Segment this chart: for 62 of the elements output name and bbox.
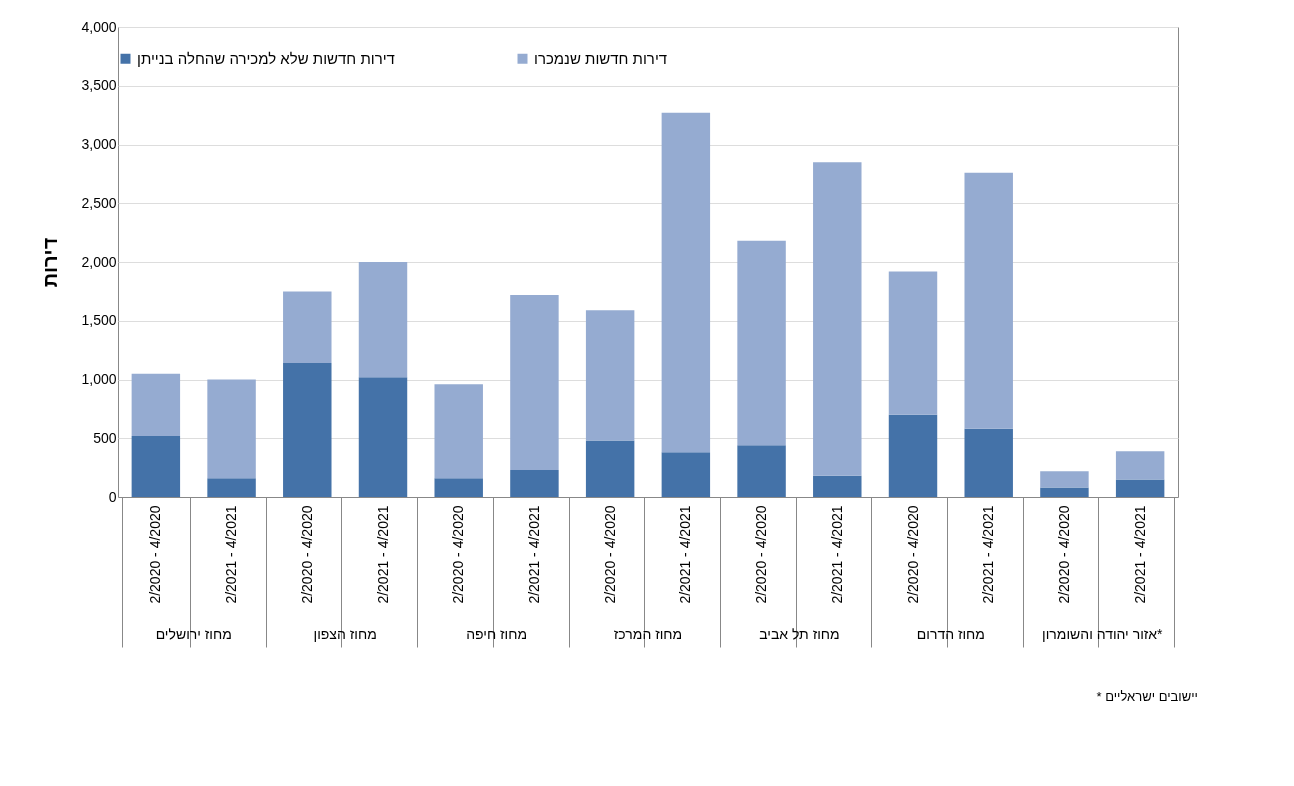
- x-tick-label: 2/2020 - 4/2020: [147, 505, 164, 604]
- bar: [964, 428, 1013, 497]
- bar: [661, 112, 711, 453]
- bar: [813, 475, 862, 497]
- x-tick-label: 2/2021 - 4/2021: [677, 505, 694, 604]
- bar: [1115, 479, 1165, 497]
- text: * יישובים ישראליים: [1096, 689, 1198, 704]
- bar: [510, 469, 559, 497]
- bar: [661, 452, 711, 497]
- text: מחוז חיפה: [466, 626, 528, 642]
- bar: [207, 379, 256, 479]
- bar: [888, 414, 938, 497]
- text: מחוז הדרום: [916, 626, 985, 642]
- bar: [585, 310, 635, 441]
- bar: [131, 373, 181, 436]
- x-tick-label: 2/2021 - 4/2021: [374, 505, 391, 604]
- bar: [585, 440, 635, 497]
- x-tick-label: 2/2020 - 4/2020: [601, 505, 618, 604]
- y-tick-label: 2,500: [81, 194, 117, 211]
- y-axis-title: דירות: [39, 237, 62, 288]
- bar: [510, 294, 559, 470]
- x-tick-label: 2/2020 - 4/2020: [904, 505, 921, 604]
- y-tick-label: 0: [108, 488, 117, 505]
- legend-label: דירות חדשות שנמכרו: [534, 49, 668, 67]
- y-tick-label: 500: [93, 429, 117, 446]
- bar: [434, 478, 483, 497]
- x-tick-label: 2/2020 - 4/2020: [1055, 505, 1072, 604]
- x-tick-label: 2/2021 - 4/2021: [223, 505, 240, 604]
- y-tick-label: 1,000: [81, 371, 117, 387]
- y-tick-label: 4,000: [81, 18, 117, 35]
- bar: [358, 262, 408, 378]
- text: מחוז תל אביב: [759, 626, 840, 642]
- bar: [813, 162, 862, 476]
- legend-label: דירות חדשות שלא למכירה שהחלה בנייתן: [137, 49, 395, 67]
- x-tick-label: 2/2020 - 4/2020: [298, 505, 315, 604]
- bar: [737, 240, 786, 446]
- bar: [1040, 471, 1089, 488]
- text: מחוז ירושלים: [155, 626, 232, 642]
- bar: [1115, 451, 1165, 480]
- x-tick-label: 2/2021 - 4/2021: [980, 505, 997, 604]
- text: אזור יהודה והשומרון*: [1042, 626, 1164, 642]
- y-tick-label: 1,500: [81, 312, 117, 329]
- x-tick-label: 2/2020 - 4/2020: [450, 505, 467, 604]
- bar: [434, 384, 483, 479]
- x-tick-label: 2/2021 - 4/2021: [828, 505, 845, 604]
- y-tick-label: 3,500: [81, 77, 117, 94]
- x-tick-label: 2/2021 - 4/2021: [525, 505, 542, 604]
- bar: [283, 363, 332, 497]
- bar: [737, 445, 786, 497]
- bar: [131, 435, 181, 497]
- y-tick-label: 2,000: [81, 253, 117, 270]
- x-tick-label: 2/2020 - 4/2020: [753, 505, 770, 604]
- text: מחוז המרכז: [613, 626, 683, 642]
- bar: [283, 291, 332, 364]
- bar: [207, 478, 256, 497]
- bar: [888, 271, 938, 415]
- text: מחוז הצפון: [313, 626, 377, 642]
- x-tick-label: 2/2021 - 4/2021: [1131, 505, 1148, 604]
- bar: [964, 172, 1013, 429]
- bar: [1040, 487, 1089, 497]
- bar: [358, 377, 408, 497]
- y-tick-label: 3,000: [81, 136, 117, 152]
